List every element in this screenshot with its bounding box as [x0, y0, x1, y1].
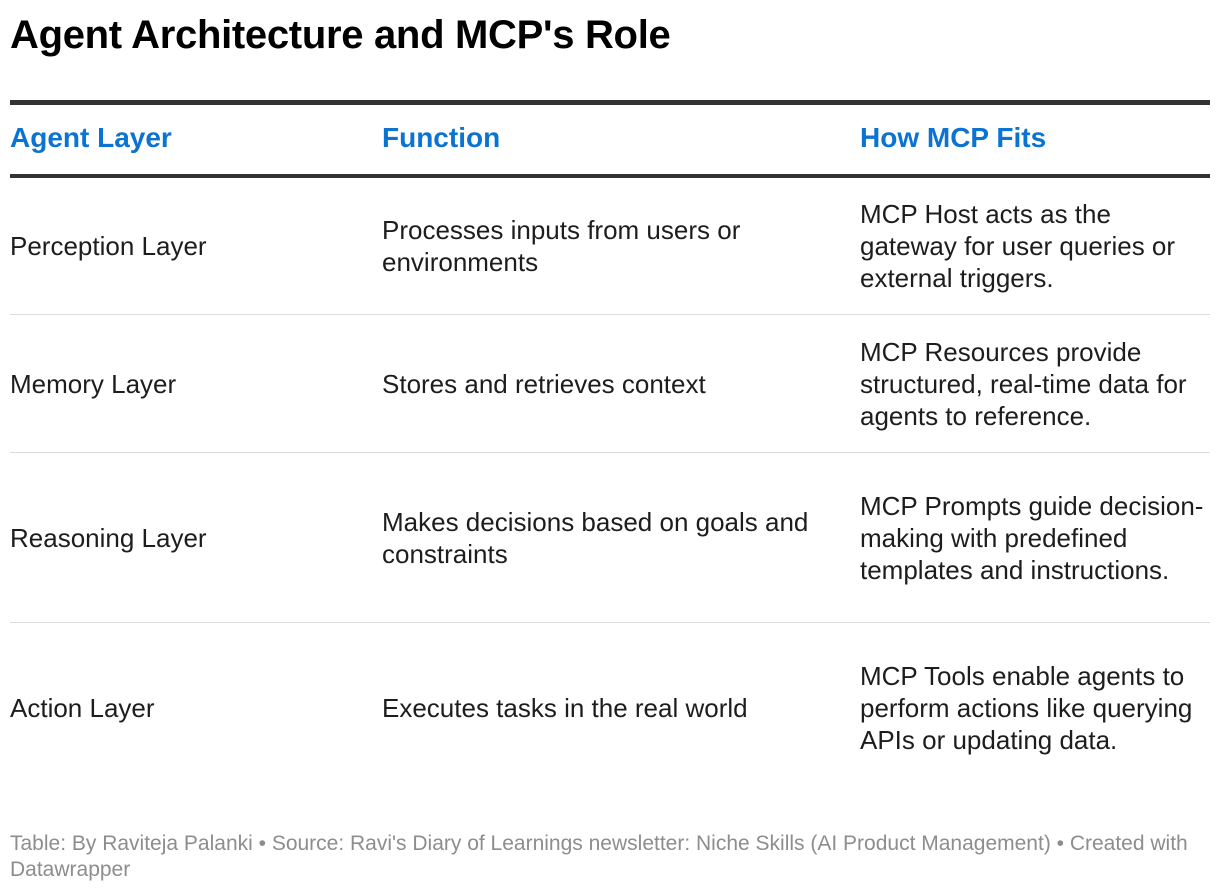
- table-figure: Agent Architecture and MCP's Role Agent …: [10, 0, 1210, 894]
- header-rule: [10, 174, 1210, 178]
- table-row: Reasoning Layer Makes decisions based on…: [10, 453, 1210, 623]
- cell-agent-layer: Reasoning Layer: [10, 522, 207, 553]
- cell-agent-layer: Perception Layer: [10, 231, 207, 261]
- cell-function: Executes tasks in the real world: [382, 693, 748, 723]
- cell-how-mcp-fits: MCP Resources provide structured, real-t…: [860, 336, 1187, 431]
- table-top-rule: [10, 100, 1210, 105]
- cell-function: Makes decisions based on goals and const…: [382, 506, 809, 569]
- column-header-agent-layer[interactable]: Agent Layer: [10, 122, 172, 153]
- table-row: Perception Layer Processes inputs from u…: [10, 178, 1210, 315]
- cell-agent-layer: Action Layer: [10, 693, 155, 723]
- table-header: Agent Layer Function How MCP Fits: [10, 105, 1210, 174]
- cell-how-mcp-fits: MCP Tools enable agents to perform actio…: [860, 661, 1193, 755]
- cell-agent-layer: Memory Layer: [10, 368, 177, 399]
- cell-function: Stores and retrieves context: [382, 368, 706, 399]
- cell-how-mcp-fits: MCP Host acts as the gateway for user qu…: [860, 199, 1176, 293]
- cell-function: Processes inputs from users or environme…: [382, 215, 741, 277]
- cell-how-mcp-fits: MCP Prompts guide decision-making with p…: [860, 490, 1204, 585]
- column-header-how-mcp-fits[interactable]: How MCP Fits: [860, 122, 1047, 153]
- table-footer-credits: Table: By Raviteja Palanki • Source: Rav…: [10, 832, 1188, 881]
- table-row: Memory Layer Stores and retrieves contex…: [10, 315, 1210, 453]
- table-row: Action Layer Executes tasks in the real …: [10, 623, 1210, 793]
- page-title: Agent Architecture and MCP's Role: [10, 13, 671, 57]
- column-header-function[interactable]: Function: [382, 122, 501, 153]
